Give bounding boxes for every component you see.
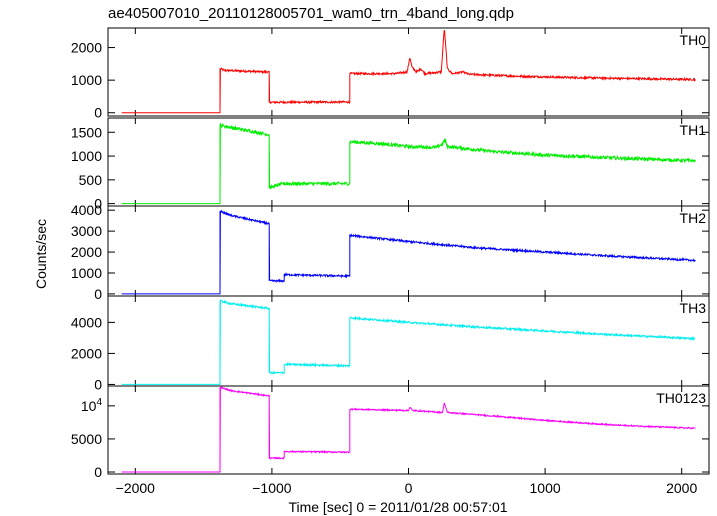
panel-name: TH2 [680,210,707,226]
series-th2 [121,209,696,295]
y-tick-label: 1000 [71,265,102,281]
y-tick-label: 2000 [71,244,102,260]
panel-frame [107,27,710,117]
panel-frame [107,117,710,207]
x-axis-label: Time [sec] 0 = 2011/01/28 00:57:01 [288,499,507,515]
panel-name: TH0123 [656,390,706,406]
panel-frame [107,385,710,475]
x-tick-label: −1000 [252,480,292,496]
x-tick-label: 1000 [530,480,561,496]
y-tick-label: 0 [94,376,102,392]
x-tick-label: 2000 [666,480,697,496]
y-axis-label: Counts/sec [33,219,49,289]
y-tick-label: 0 [94,286,102,302]
y-tick-label: 3000 [71,223,102,239]
panel-name: TH3 [680,300,707,316]
y-tick-label: 0 [94,464,102,480]
panel-th2: 0 1000 2000 3000 4000 TH2 [71,202,710,302]
panel-th1: 0 500 1000 1500 TH1 [71,117,710,212]
y-tick-label: 1000 [71,148,102,164]
y-tick-label: 500 [79,172,103,188]
y-tick-label: 1500 [71,124,102,140]
x-tick-label: 0 [405,480,413,496]
y-tick-label: 4000 [71,314,102,330]
panel-th0123: 0 5000 104 TH0123 [71,385,710,480]
panel-frame [107,205,710,297]
y-tick-label: 0 [94,196,102,212]
y-tick-label: 2000 [71,40,102,56]
panel-th0: 0 1000 2000 TH0 [71,27,710,121]
series-th0 [121,29,696,114]
y-tick-label: 104 [81,397,103,414]
series-th1 [121,122,696,205]
panel-name: TH1 [680,122,707,138]
y-tick-label: 5000 [71,431,102,447]
x-tick-label: −2000 [116,480,156,496]
y-tick-label: 1000 [71,72,102,88]
panel-th3: 0 2000 4000 TH3 [71,295,710,392]
series-th0123 [121,385,696,473]
y-tick-label: 0 [94,105,102,121]
panels: 0 1000 2000 TH0 0 500 1000 1500 TH1 0 1000 2000 3000… [71,27,710,480]
y-tick-label: 2000 [71,345,102,361]
y-tick-label: 4000 [71,202,102,218]
x-axis: −2000 −1000 0 1000 2000 [116,480,698,496]
series-th3 [121,299,696,385]
chart-title: ae405007010_20110128005701_wam0_trn_4ban… [108,5,514,22]
panel-frame [107,295,710,387]
panel-name: TH0 [680,32,707,48]
